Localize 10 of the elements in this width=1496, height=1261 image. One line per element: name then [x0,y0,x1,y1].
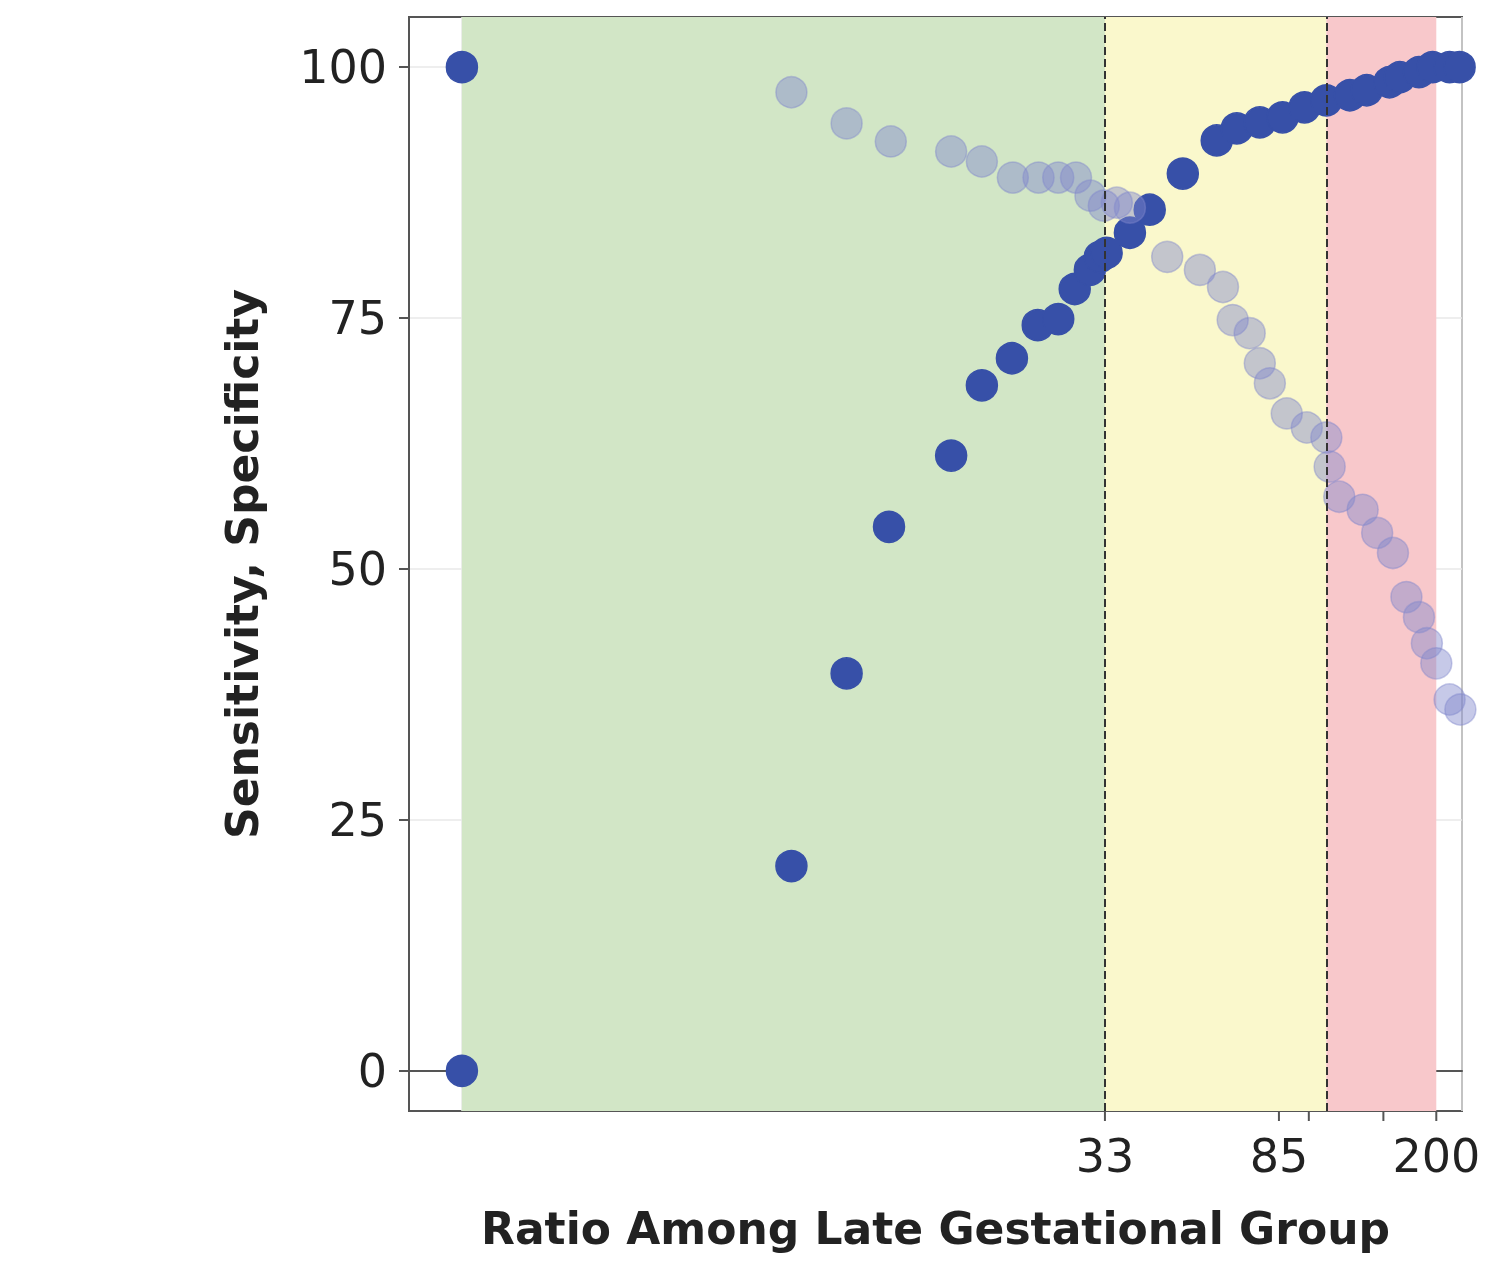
x-tick-label: 33 [1075,1129,1135,1183]
x-axis-title: Ratio Among Late Gestational Group [481,1202,1390,1254]
x-tick-label: 200 [1392,1129,1481,1183]
x-tick-label: 85 [1249,1129,1309,1183]
y-tick-label: 50 [328,542,387,597]
y-tick-label: 25 [328,792,387,847]
y-tick-label: 100 [299,40,387,95]
y-tick-label: 75 [328,291,387,346]
y-tick-label: 0 [357,1043,387,1098]
y-axis-title: Sensitivity, Specificity [216,288,268,840]
